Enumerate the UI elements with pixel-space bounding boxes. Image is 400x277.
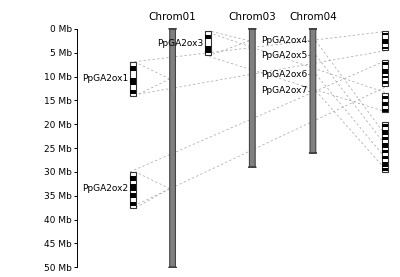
Bar <box>382 70 388 74</box>
Bar <box>130 66 136 71</box>
Bar <box>382 109 388 112</box>
Bar <box>130 90 136 94</box>
Bar <box>382 143 388 148</box>
Text: PpGA2ox1: PpGA2ox1 <box>82 75 128 83</box>
Bar <box>130 202 136 206</box>
Bar <box>382 33 388 35</box>
Bar <box>382 156 388 159</box>
Text: Chrom04: Chrom04 <box>289 12 337 22</box>
FancyBboxPatch shape <box>168 29 177 267</box>
FancyBboxPatch shape <box>248 29 256 167</box>
Bar <box>382 124 388 127</box>
Bar <box>382 39 388 44</box>
Bar <box>382 130 388 135</box>
Text: PpGA2ox2: PpGA2ox2 <box>82 184 128 193</box>
Bar <box>130 78 136 85</box>
Bar <box>382 162 388 167</box>
Text: PpGA2ox3: PpGA2ox3 <box>157 39 203 48</box>
Text: Chrom03: Chrom03 <box>228 12 276 22</box>
Text: PpGA2ox7: PpGA2ox7 <box>261 86 308 95</box>
Bar <box>130 172 136 208</box>
Bar <box>382 76 388 78</box>
Text: PpGA2ox4: PpGA2ox4 <box>261 36 308 45</box>
Bar <box>205 46 210 53</box>
Bar <box>382 60 388 86</box>
Bar <box>130 193 136 198</box>
Text: Chrom01: Chrom01 <box>149 12 196 22</box>
Bar <box>382 81 388 84</box>
Bar <box>130 176 136 181</box>
Bar <box>130 62 136 96</box>
Bar <box>205 31 210 55</box>
Bar <box>205 35 210 39</box>
Bar <box>382 47 388 49</box>
Text: PpGA2ox5: PpGA2ox5 <box>261 51 308 60</box>
Bar <box>382 137 388 140</box>
Bar <box>382 168 388 171</box>
Bar <box>130 184 136 191</box>
Bar <box>382 93 388 112</box>
Bar <box>382 102 388 106</box>
FancyBboxPatch shape <box>309 29 317 153</box>
Bar <box>382 96 388 99</box>
Bar <box>382 62 388 65</box>
Bar <box>382 122 388 172</box>
Text: PpGA2ox6: PpGA2ox6 <box>261 70 308 79</box>
Bar <box>382 31 388 50</box>
Bar <box>382 150 388 153</box>
